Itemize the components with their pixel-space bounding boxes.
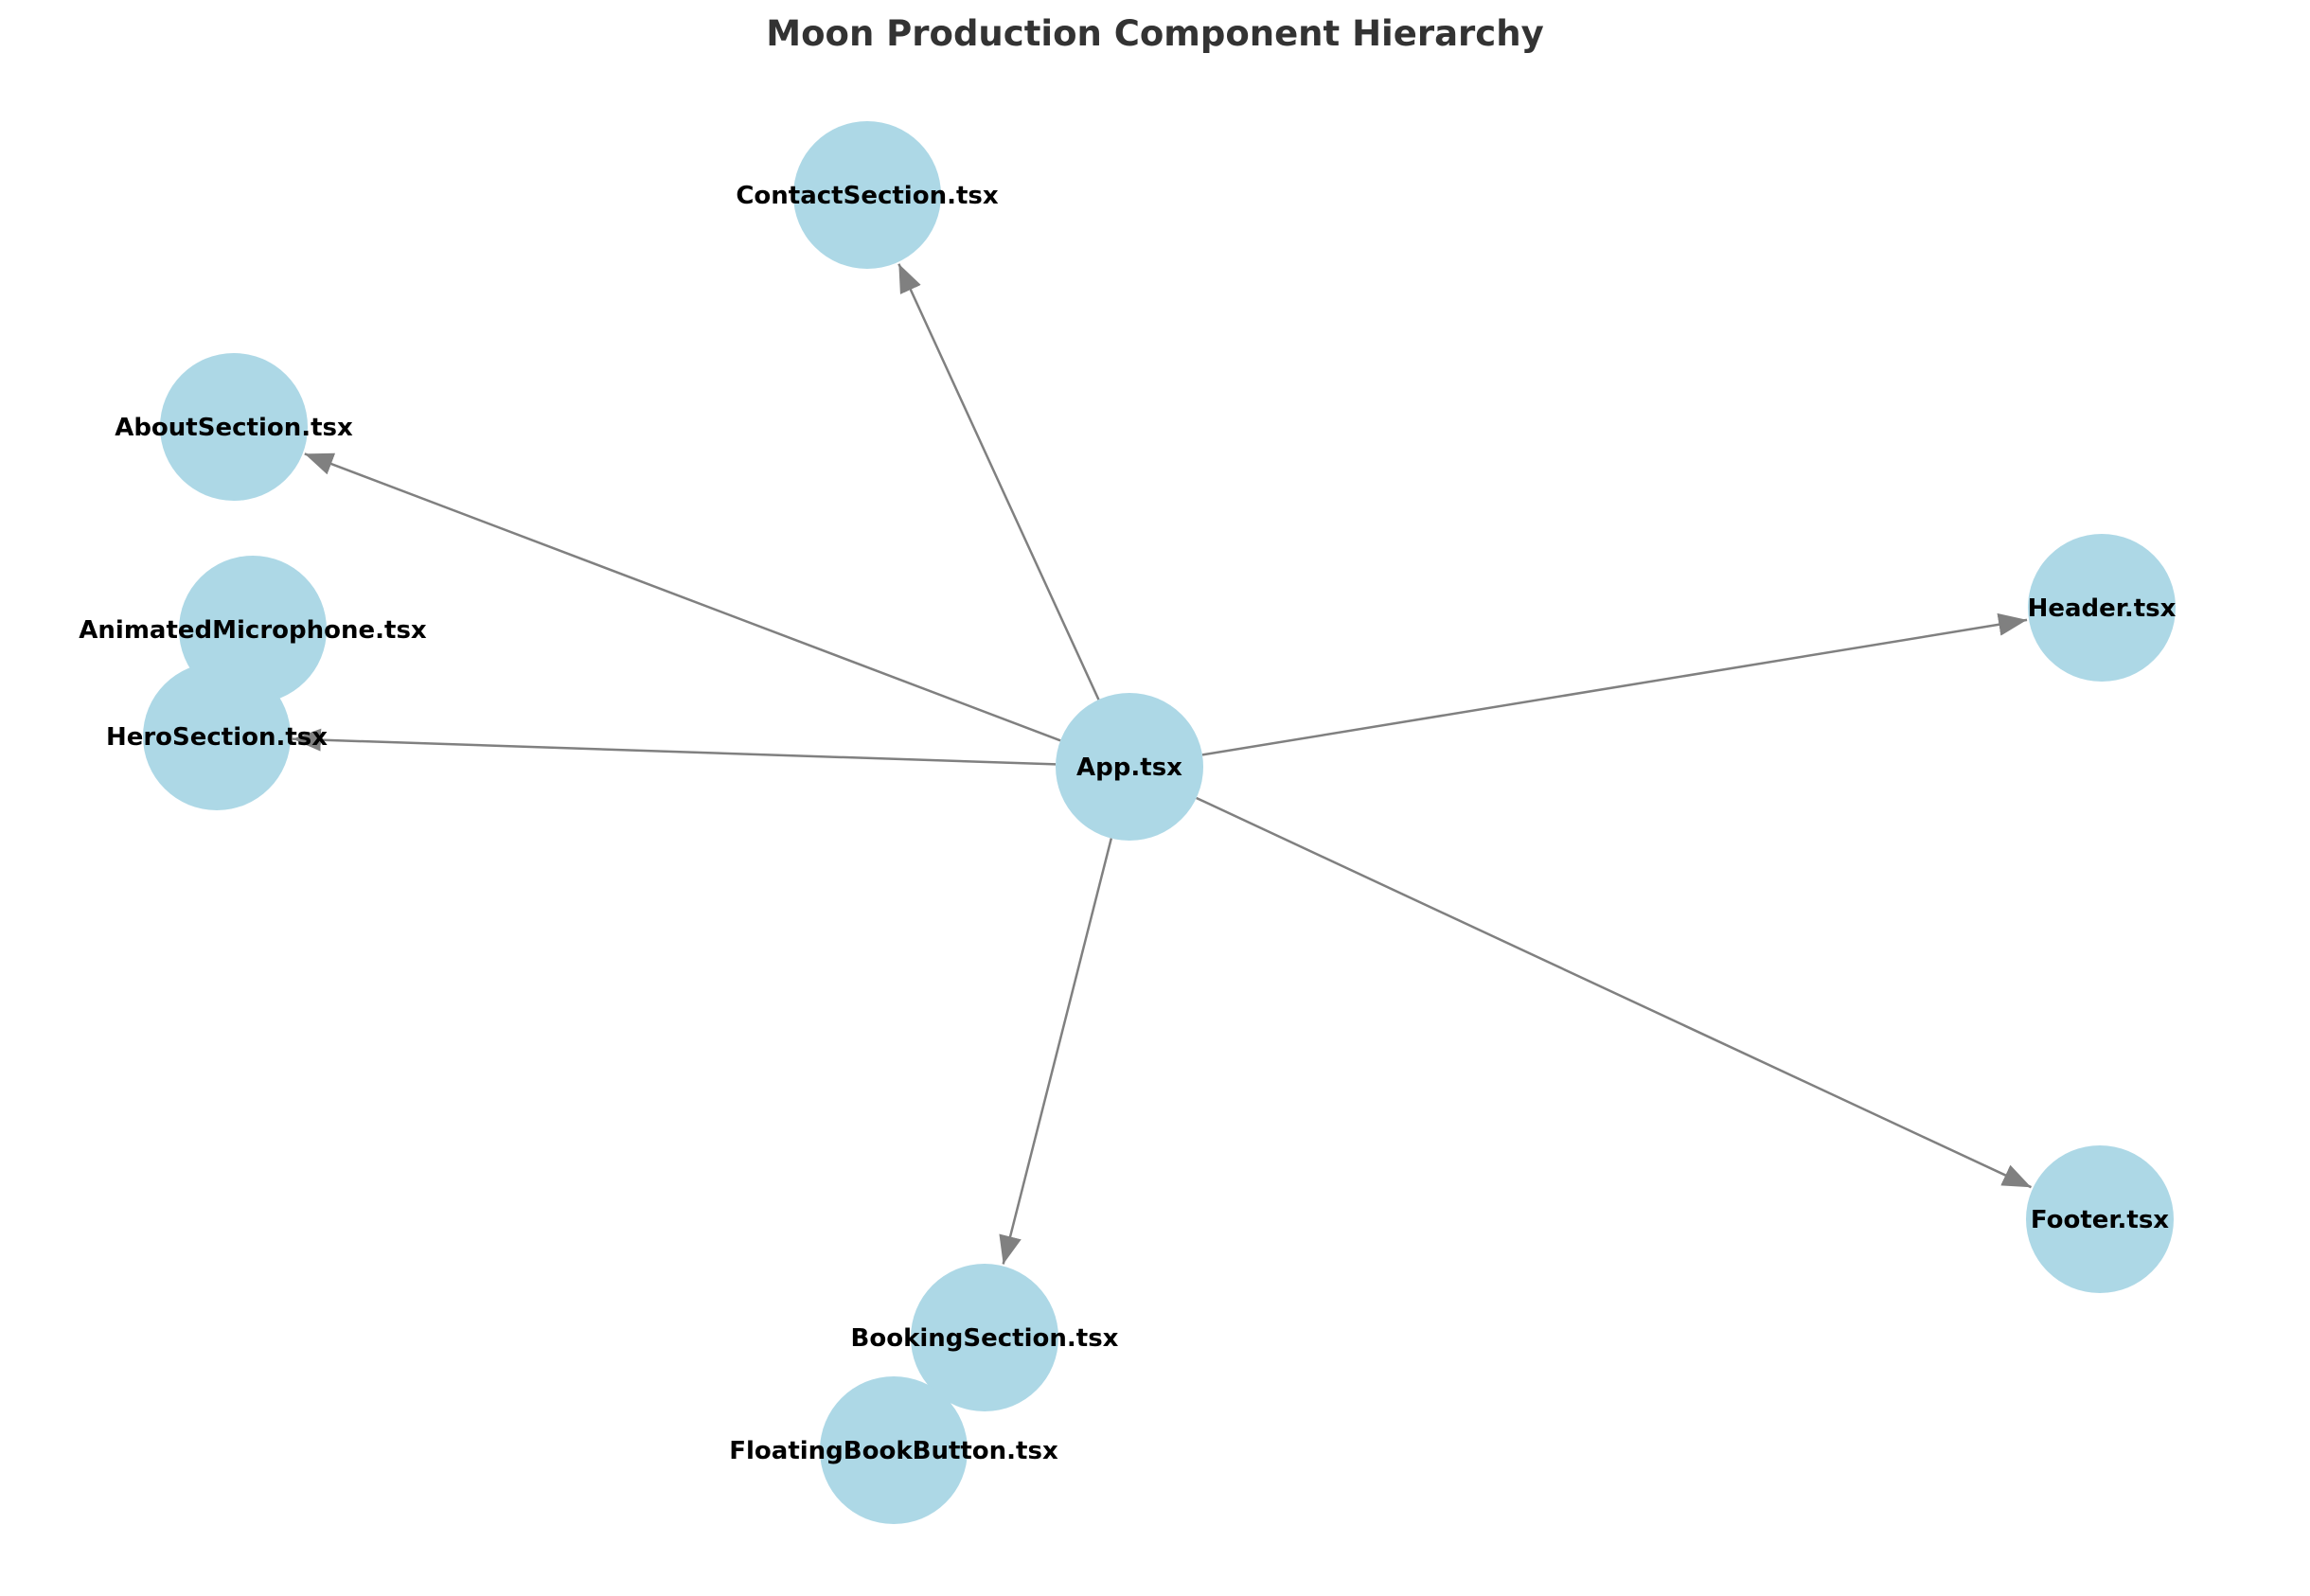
edge-app-to-contact xyxy=(897,263,1100,700)
edge-app-to-about xyxy=(304,452,1061,742)
node-label-mic: AnimatedMicrophone.tsx xyxy=(79,616,427,645)
node-app: App.tsx xyxy=(1056,693,1203,841)
edge-app-to-header xyxy=(1201,612,2028,756)
node-contact: ContactSection.tsx xyxy=(736,121,999,269)
node-circle-header xyxy=(2028,534,2176,682)
node-label-header: Header.tsx xyxy=(2028,594,2177,623)
node-label-app: App.tsx xyxy=(1076,754,1182,782)
node-label-floating: FloatingBookButton.tsx xyxy=(729,1437,1058,1465)
node-circle-contact xyxy=(793,121,941,269)
node-label-contact: ContactSection.tsx xyxy=(736,182,999,210)
node-circle-hero xyxy=(143,663,291,810)
edge-app-to-booking xyxy=(999,838,1113,1265)
node-header: Header.tsx xyxy=(2028,534,2177,682)
edges-layer xyxy=(292,263,2033,1265)
node-booking: BookingSection.tsx xyxy=(851,1264,1119,1411)
node-circle-footer xyxy=(2026,1145,2174,1293)
node-circle-booking xyxy=(911,1264,1058,1411)
node-about: AboutSection.tsx xyxy=(115,353,353,501)
node-circle-app xyxy=(1056,693,1203,841)
node-floating: FloatingBookButton.tsx xyxy=(729,1376,1058,1524)
edge-app-to-footer xyxy=(1196,796,2033,1189)
node-label-hero: HeroSection.tsx xyxy=(106,723,328,752)
node-circle-floating xyxy=(820,1376,968,1524)
node-hero: HeroSection.tsx xyxy=(106,663,328,810)
node-circle-about xyxy=(160,353,308,501)
node-footer: Footer.tsx xyxy=(2026,1145,2174,1293)
edge-app-to-hero xyxy=(292,728,1057,766)
diagram-title: Moon Production Component Hierarchy xyxy=(766,13,1543,54)
node-label-booking: BookingSection.tsx xyxy=(851,1324,1119,1353)
node-label-footer: Footer.tsx xyxy=(2031,1206,2169,1234)
node-label-about: AboutSection.tsx xyxy=(115,414,353,442)
nodes-layer: App.tsx ContactSection.tsx AboutSection.ts… xyxy=(79,121,2177,1524)
